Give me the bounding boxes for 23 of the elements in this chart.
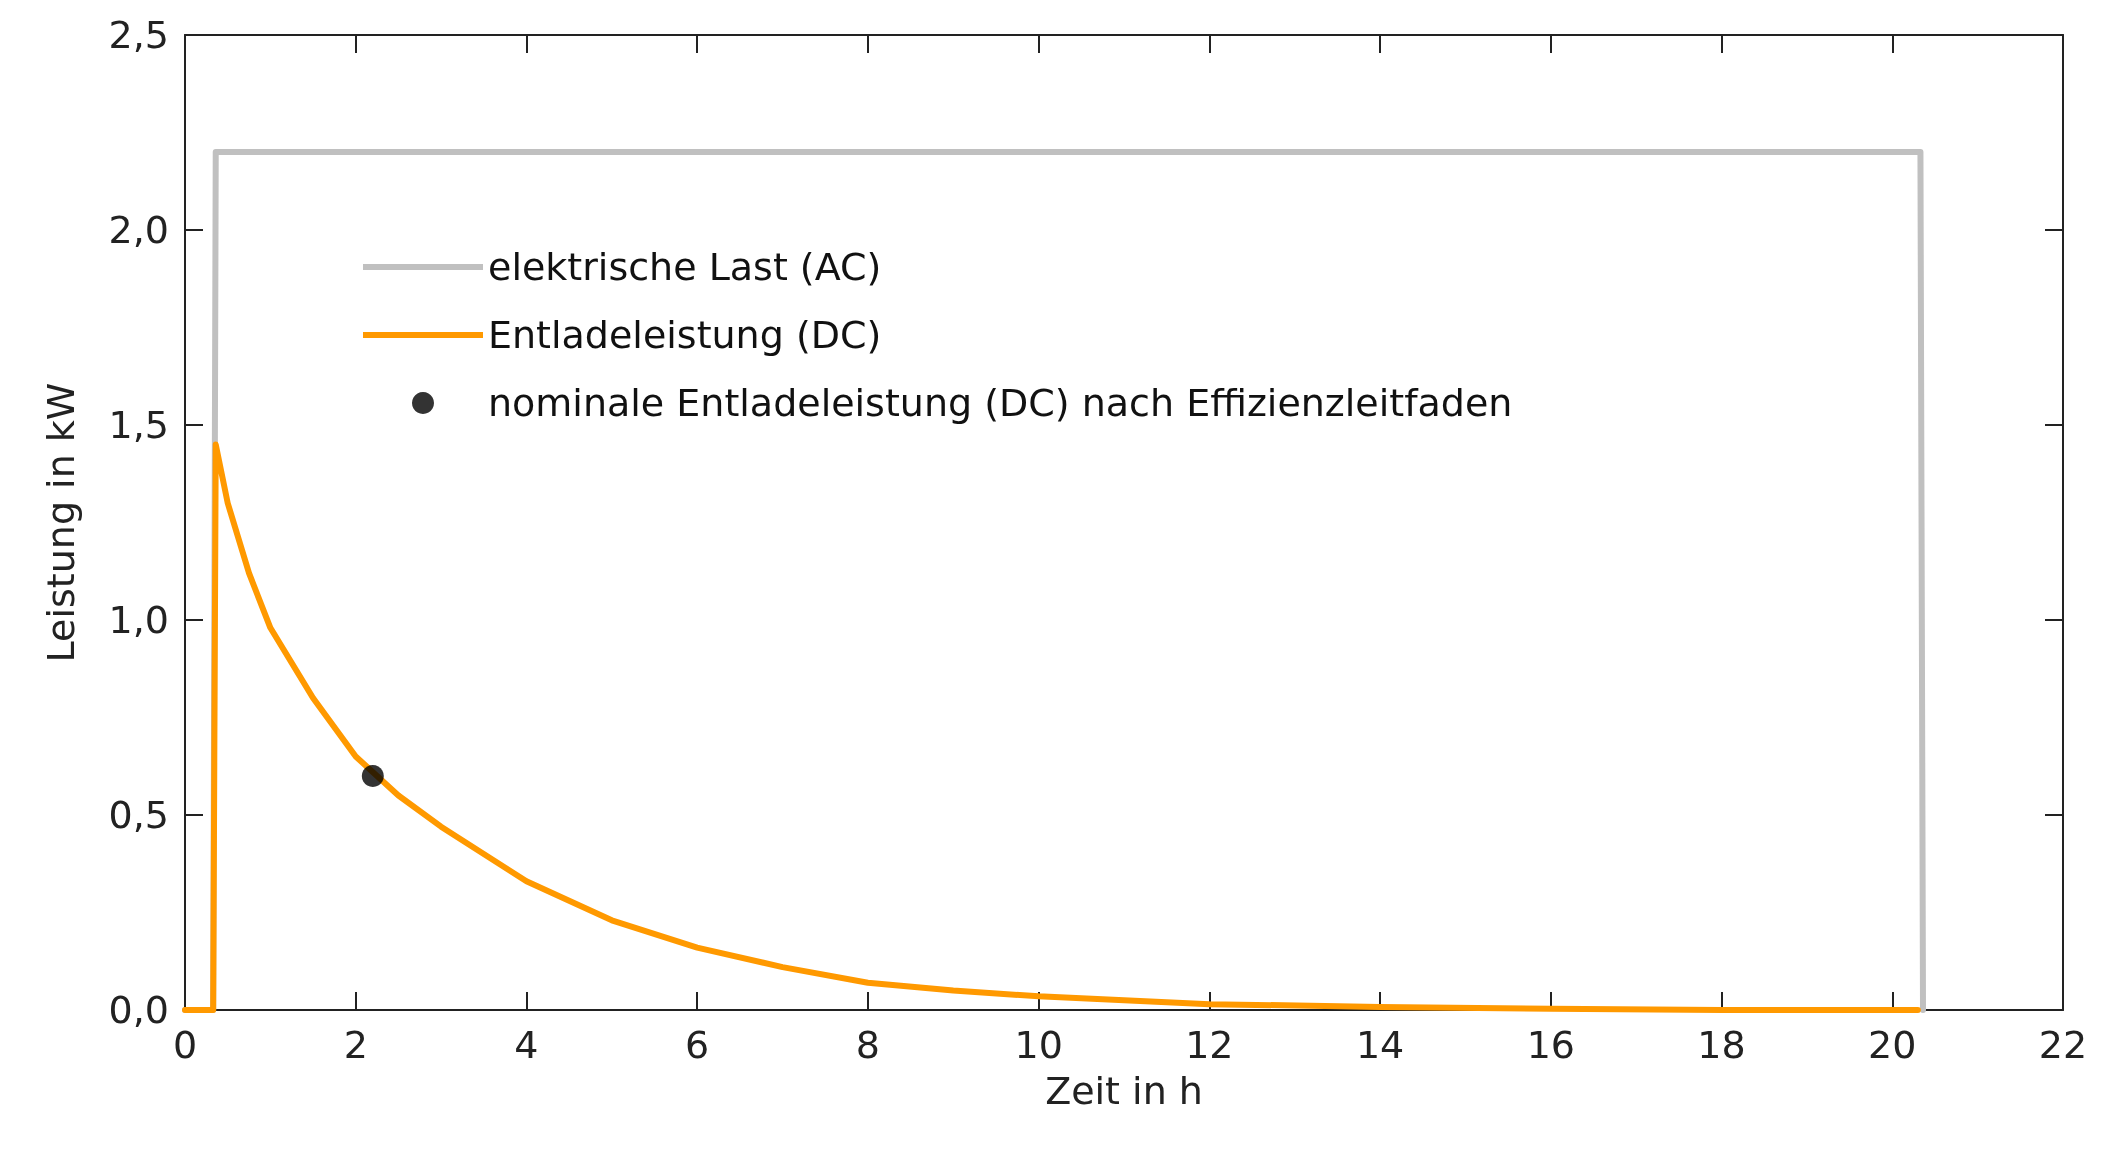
x-tick-label: 22 — [2038, 1023, 2088, 1067]
x-tick-label: 20 — [1868, 1023, 1917, 1067]
x-tick-label: 18 — [1697, 1023, 1746, 1067]
y-tick-label: 1,0 — [108, 598, 169, 642]
legend-label: elektrische Last (AC) — [488, 245, 882, 289]
x-tick-label: 4 — [514, 1023, 539, 1067]
legend-label: Entladeleistung (DC) — [488, 313, 882, 357]
y-tick-label: 2,0 — [108, 208, 169, 252]
legend-label: nominale Entladeleistung (DC) nach Effizienzleitfaden — [488, 381, 1513, 425]
y-tick-label: 1,5 — [108, 403, 169, 447]
y-tick-label: 0,5 — [108, 793, 169, 837]
y-tick-label: 2,5 — [108, 13, 169, 57]
x-tick-label: 6 — [685, 1023, 710, 1067]
x-tick-label: 14 — [1355, 1023, 1405, 1067]
x-tick-label: 8 — [855, 1023, 880, 1067]
y-tick-label: 0,0 — [108, 988, 169, 1032]
x-tick-label: 10 — [1014, 1023, 1063, 1067]
x-tick-label: 2 — [343, 1023, 368, 1067]
x-tick-label: 12 — [1185, 1023, 1234, 1067]
x-tick-label: 0 — [172, 1023, 198, 1067]
x-tick-label: 16 — [1526, 1023, 1575, 1067]
x-axis-title: Zeit in h — [1045, 1069, 1203, 1113]
y-axis-title: Leistung in kW — [39, 382, 83, 663]
